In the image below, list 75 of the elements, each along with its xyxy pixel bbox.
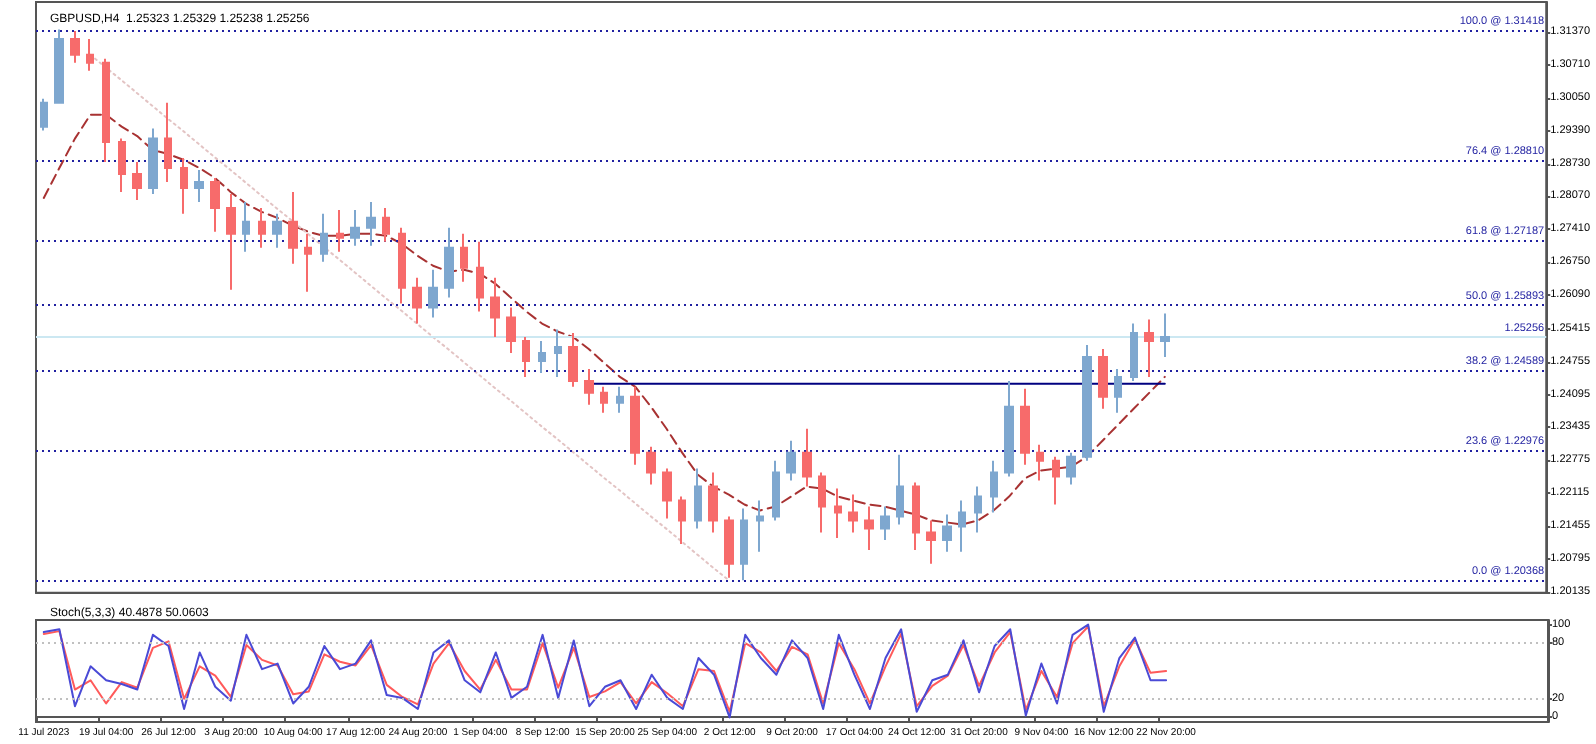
candlestick — [568, 332, 578, 388]
candlestick — [1066, 451, 1076, 486]
candlestick — [164, 101, 172, 183]
candlestick — [646, 445, 656, 486]
candlestick — [600, 385, 608, 414]
candlestick — [304, 232, 312, 293]
candlestick — [740, 507, 748, 582]
candlestick — [148, 127, 158, 195]
candlestick — [118, 137, 126, 193]
candlestick — [350, 208, 360, 247]
candlestick — [1082, 343, 1092, 462]
candlestick — [1020, 387, 1030, 466]
candlestick — [1036, 443, 1044, 482]
candlestick — [272, 212, 282, 249]
line-series — [42, 113, 1166, 526]
candlestick — [460, 232, 468, 283]
line-series — [89, 53, 730, 582]
candlestick — [398, 226, 406, 305]
candlestick — [554, 328, 562, 378]
candlestick — [786, 439, 796, 482]
candlestick — [1144, 318, 1154, 378]
candlestick — [724, 515, 734, 579]
candlestick — [834, 487, 842, 539]
candlestick — [522, 336, 530, 378]
candlestick — [444, 226, 454, 299]
candlestick — [226, 192, 236, 291]
candlestick — [818, 471, 826, 534]
candlestick — [258, 206, 266, 249]
candlestick — [54, 28, 64, 104]
candlestick — [538, 339, 546, 374]
candlestick — [506, 306, 516, 354]
candlestick — [1004, 379, 1014, 478]
candlestick — [848, 493, 858, 534]
candlestick — [678, 495, 686, 545]
candlestick — [320, 212, 328, 263]
candlestick — [70, 29, 80, 64]
candlestick — [194, 169, 204, 203]
candlestick — [802, 427, 812, 488]
candlestick — [896, 453, 904, 526]
candlestick — [864, 505, 874, 551]
candlestick — [772, 459, 780, 522]
candlestick — [210, 176, 220, 233]
candlestick — [132, 161, 142, 201]
candlestick — [1130, 322, 1138, 382]
candlestick — [412, 276, 422, 325]
candlestick — [102, 57, 110, 164]
candlestick — [288, 190, 298, 265]
candlestick — [662, 467, 672, 520]
candlestick — [1114, 367, 1122, 414]
candlestick — [756, 499, 764, 553]
candlestick — [476, 240, 484, 313]
candlestick — [942, 513, 952, 553]
candlestick — [708, 471, 718, 534]
candlestick — [180, 157, 188, 215]
candlestick — [958, 499, 966, 553]
candlestick — [630, 385, 640, 466]
candlestick — [428, 268, 438, 319]
candlestick — [926, 519, 936, 565]
candlestick — [616, 385, 624, 414]
candlestick — [694, 467, 702, 530]
candlestick — [1098, 347, 1108, 410]
candlestick — [880, 505, 890, 541]
candlestick — [1160, 312, 1170, 358]
candlestick — [1052, 455, 1060, 506]
candlestick — [990, 459, 998, 514]
candlestick — [242, 200, 250, 253]
candlestick — [912, 481, 920, 551]
candlestick — [366, 200, 376, 247]
candlestick — [490, 276, 500, 339]
candlestick — [974, 485, 982, 534]
candlestick — [40, 97, 48, 132]
candlestick — [584, 367, 594, 406]
candlestick — [86, 37, 94, 72]
candlestick — [382, 206, 390, 243]
candlestick — [336, 208, 344, 253]
